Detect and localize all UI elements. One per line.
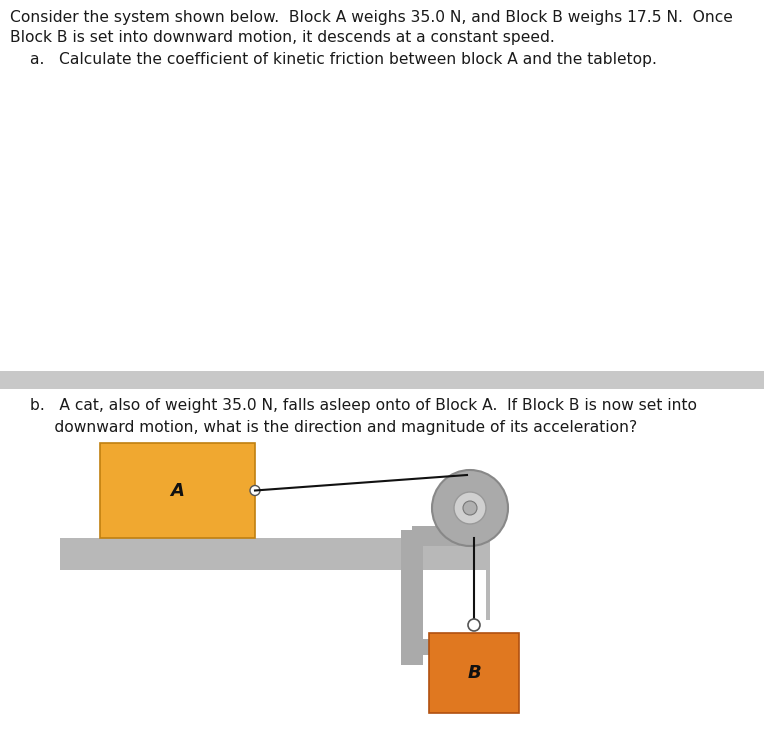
Circle shape bbox=[432, 470, 508, 546]
Bar bbox=[429, 633, 519, 713]
Bar bbox=[0, 371, 764, 389]
Bar bbox=[60, 538, 490, 570]
Text: Block B is set into downward motion, it descends at a constant speed.: Block B is set into downward motion, it … bbox=[10, 30, 555, 45]
Text: B: B bbox=[467, 664, 481, 682]
Circle shape bbox=[250, 485, 260, 496]
Text: A: A bbox=[170, 481, 184, 499]
Text: downward motion, what is the direction and magnitude of its acceleration?: downward motion, what is the direction a… bbox=[30, 420, 637, 435]
Bar bbox=[412, 639, 467, 655]
Circle shape bbox=[454, 492, 486, 524]
Bar bbox=[100, 443, 255, 538]
Text: Consider the system shown below.  Block A weighs 35.0 N, and Block B weighs 17.5: Consider the system shown below. Block A… bbox=[10, 10, 733, 25]
Circle shape bbox=[468, 619, 480, 631]
Bar bbox=[60, 538, 490, 544]
Bar bbox=[412, 526, 460, 546]
Text: a.   Calculate the coefficient of kinetic friction between block A and the table: a. Calculate the coefficient of kinetic … bbox=[30, 52, 657, 67]
Bar bbox=[486, 570, 490, 620]
Bar bbox=[401, 530, 423, 665]
Bar bbox=[445, 655, 455, 683]
FancyArrow shape bbox=[434, 684, 466, 690]
Circle shape bbox=[463, 501, 477, 515]
Text: b.   A cat, also of weight 35.0 N, falls asleep onto of Block A.  If Block B is : b. A cat, also of weight 35.0 N, falls a… bbox=[30, 398, 697, 413]
